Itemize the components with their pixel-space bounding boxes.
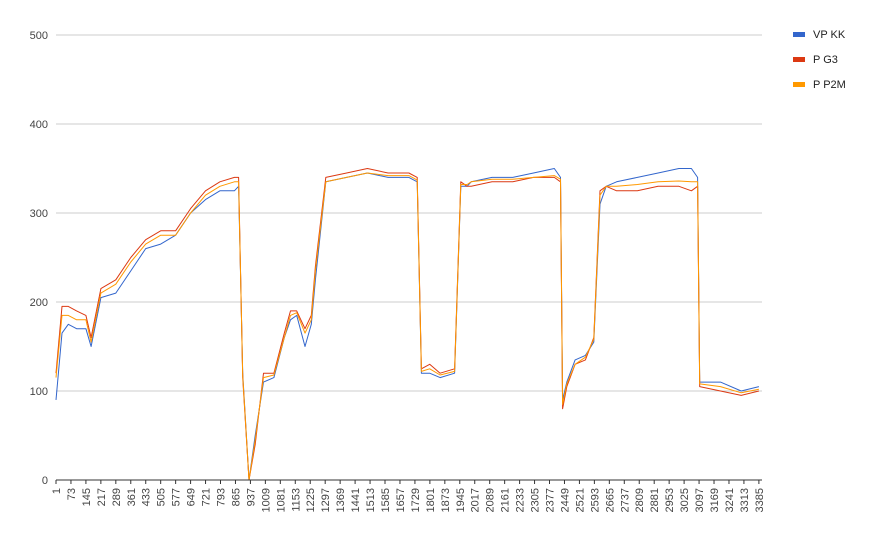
y-tick-label: 0: [42, 475, 48, 487]
series-lines: [55, 168, 760, 481]
x-tick-label: 1801: [425, 488, 437, 512]
x-tick-label: 1657: [395, 488, 407, 512]
legend-label: VP KK: [813, 29, 846, 41]
x-tick-label: 1513: [365, 488, 377, 512]
x-tick-label: 2593: [589, 488, 601, 512]
legend: VP KK P G3 P P2M: [793, 29, 846, 91]
x-tick-label: 361: [126, 488, 138, 506]
x-tick-label: 2305: [530, 488, 542, 512]
x-tick-label: 1873: [440, 488, 452, 512]
x-tick-label: 1297: [320, 488, 332, 512]
x-tick-label: 1225: [305, 488, 317, 512]
y-tick-label: 100: [30, 386, 48, 398]
y-axis-ticks: 0 100 200 300 400 500: [30, 30, 48, 487]
x-tick-label: 2449: [559, 488, 571, 512]
x-tick-label: 433: [141, 488, 153, 506]
x-tick-label: 3025: [679, 488, 691, 512]
x-tick-label: 289: [111, 488, 123, 506]
x-tick-label: 1009: [260, 488, 272, 512]
y-tick-label: 500: [30, 30, 48, 42]
y-tick-label: 300: [30, 208, 48, 220]
x-tick-label: 865: [230, 488, 242, 506]
y-tick-label: 200: [30, 297, 48, 309]
legend-label: P G3: [813, 54, 838, 66]
legend-swatch: [793, 32, 805, 37]
x-tick-label: 505: [156, 488, 168, 506]
legend-swatch: [793, 57, 805, 62]
x-tick-label: 2665: [604, 488, 616, 512]
x-tick-label: 721: [201, 488, 213, 506]
x-tick-label: 3241: [724, 488, 736, 512]
series-line-vp-kk: [55, 168, 760, 481]
series-line-p-g3: [55, 168, 760, 481]
x-tick-label: 217: [96, 488, 108, 506]
x-axis-ticks: 1 73 145 217 289 361 433 505 577 649 721 793 865 937 1…: [51, 480, 766, 512]
x-tick-label: 2953: [664, 488, 676, 512]
x-tick-label: 1: [51, 488, 63, 494]
x-tick-label: 2161: [500, 488, 512, 512]
x-tick-label: 2377: [545, 488, 557, 512]
x-tick-label: 1441: [350, 488, 362, 512]
legend-label: P P2M: [813, 79, 846, 91]
series-line-p-p2m: [55, 172, 759, 481]
legend-swatch: [793, 82, 805, 87]
x-tick-label: 1945: [455, 488, 467, 512]
x-tick-label: 1369: [335, 488, 347, 512]
x-tick-label: 937: [245, 488, 257, 506]
x-tick-label: 2881: [649, 488, 661, 512]
x-tick-label: 1585: [380, 488, 392, 512]
x-tick-label: 73: [66, 488, 78, 500]
y-tick-label: 400: [30, 119, 48, 131]
x-tick-label: 2233: [515, 488, 527, 512]
x-tick-label: 2089: [485, 488, 497, 512]
x-tick-label: 2737: [619, 488, 631, 512]
x-tick-label: 2017: [470, 488, 482, 512]
x-tick-label: 793: [216, 488, 228, 506]
x-tick-label: 1729: [410, 488, 422, 512]
x-tick-label: 3169: [709, 488, 721, 512]
x-tick-label: 145: [81, 488, 93, 506]
x-tick-label: 2521: [574, 488, 586, 512]
x-tick-label: 3313: [739, 488, 751, 512]
x-tick-label: 649: [186, 488, 198, 506]
x-tick-label: 1153: [290, 488, 302, 512]
x-tick-label: 2809: [634, 488, 646, 512]
x-tick-label: 3385: [754, 488, 766, 512]
gridlines: [56, 34, 762, 392]
x-tick-label: 3097: [694, 488, 706, 512]
x-tick-label: 1081: [275, 488, 287, 512]
x-tick-label: 577: [171, 488, 183, 506]
